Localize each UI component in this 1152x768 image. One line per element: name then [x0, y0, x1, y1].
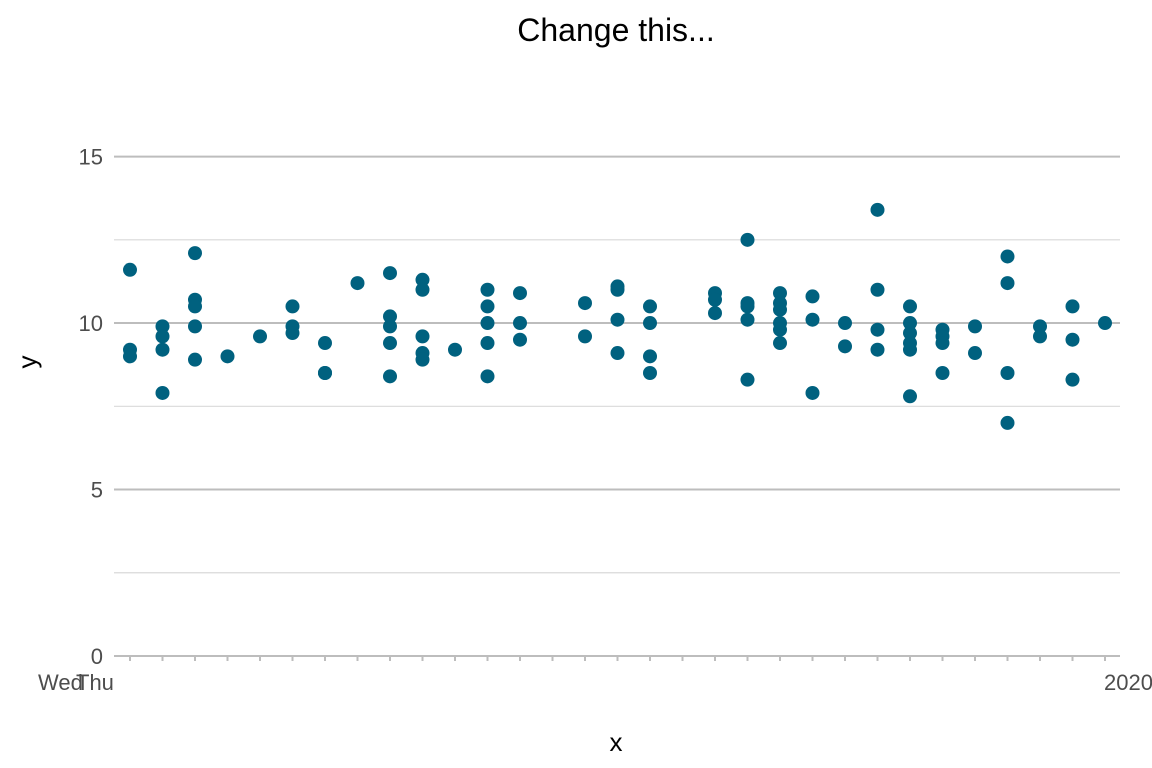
- x-tick-label: Thu: [76, 670, 114, 695]
- data-point: [1065, 372, 1080, 387]
- y-tick-label: 0: [91, 644, 103, 669]
- data-point: [188, 319, 202, 334]
- data-point: [903, 389, 917, 404]
- data-point: [643, 316, 657, 331]
- data-point: [968, 346, 982, 361]
- data-point: [740, 232, 755, 247]
- data-point: [383, 266, 397, 281]
- data-point: [935, 365, 950, 380]
- data-point: [643, 349, 657, 364]
- data-point: [643, 365, 657, 380]
- data-point: [805, 289, 820, 304]
- data-point: [318, 365, 332, 380]
- data-point: [155, 329, 170, 344]
- x-tick-label: 2020: [1104, 670, 1152, 695]
- data-point: [318, 336, 332, 351]
- data-point: [513, 316, 527, 331]
- data-point: [383, 336, 397, 351]
- data-point: [578, 296, 592, 311]
- x-tick-label: Wed: [38, 670, 83, 695]
- data-point: [415, 282, 430, 297]
- data-point: [773, 286, 787, 301]
- data-point: [285, 299, 300, 314]
- data-point: [740, 312, 755, 327]
- data-point: [870, 202, 885, 217]
- data-point: [740, 299, 755, 314]
- y-axis-title: y: [12, 356, 42, 369]
- y-tick-label: 15: [79, 145, 103, 170]
- data-point: [415, 352, 430, 367]
- data-point: [773, 322, 787, 337]
- data-point: [253, 329, 267, 344]
- data-point: [513, 332, 527, 347]
- data-point: [610, 282, 625, 297]
- data-point: [870, 282, 885, 297]
- data-point: [155, 319, 170, 334]
- data-point: [773, 302, 787, 317]
- data-point: [188, 352, 202, 367]
- data-point: [578, 329, 592, 344]
- data-point: [383, 319, 397, 334]
- data-point: [1065, 332, 1080, 347]
- data-point: [740, 372, 755, 387]
- data-point: [123, 349, 137, 364]
- data-point: [155, 385, 170, 400]
- data-point: [870, 342, 885, 357]
- data-point: [415, 329, 430, 344]
- data-point: [480, 299, 495, 314]
- data-point: [708, 306, 722, 321]
- data-point: [838, 316, 852, 331]
- data-point: [870, 322, 885, 337]
- data-point: [708, 292, 722, 307]
- data-point: [838, 339, 852, 354]
- data-point: [1000, 365, 1015, 380]
- data-point: [285, 326, 300, 341]
- data-point: [155, 342, 170, 357]
- data-point: [1033, 329, 1047, 344]
- data-point: [1000, 249, 1015, 264]
- data-point: [968, 319, 982, 334]
- data-point: [610, 312, 625, 327]
- y-tick-label: 5: [91, 478, 103, 503]
- data-point: [1033, 319, 1047, 334]
- data-points: [123, 202, 1112, 430]
- data-point: [513, 286, 527, 301]
- data-point: [480, 336, 495, 351]
- data-point: [123, 262, 137, 277]
- data-point: [903, 342, 917, 357]
- data-point: [1065, 299, 1080, 314]
- data-point: [1000, 276, 1015, 291]
- data-point: [188, 246, 202, 261]
- data-point: [643, 299, 657, 314]
- data-point: [805, 385, 820, 400]
- data-point: [935, 336, 950, 351]
- data-point: [1000, 415, 1015, 430]
- y-axis-ticks: 0 5 10 15: [79, 145, 103, 669]
- data-point: [1098, 316, 1112, 331]
- y-tick-label: 10: [79, 311, 103, 336]
- data-point: [805, 312, 820, 327]
- grid-lines: [114, 155, 1120, 657]
- data-point: [188, 299, 202, 314]
- data-point: [383, 369, 397, 384]
- x-axis-title: x: [610, 727, 623, 757]
- data-point: [903, 326, 917, 341]
- data-point: [220, 349, 235, 364]
- data-point: [448, 342, 462, 357]
- data-point: [903, 299, 917, 314]
- data-point: [415, 272, 430, 287]
- data-point: [903, 316, 917, 331]
- data-point: [610, 346, 625, 361]
- data-point: [350, 276, 365, 291]
- data-point: [480, 369, 495, 384]
- data-point: [773, 336, 787, 351]
- data-point: [480, 282, 495, 297]
- data-point: [480, 316, 495, 331]
- chart-title: Change this...: [517, 12, 714, 48]
- data-point: [383, 309, 397, 324]
